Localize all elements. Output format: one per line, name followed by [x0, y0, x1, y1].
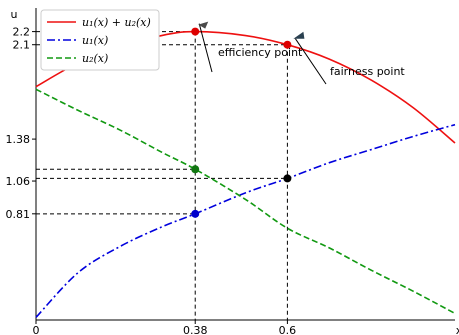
legend-label: u₁(x) + u₂(x)	[82, 16, 151, 29]
x-tick-label: 0.6	[279, 324, 297, 335]
marker-points	[191, 27, 292, 218]
y-tick-label: 0.81	[6, 208, 31, 221]
data-point	[283, 40, 292, 49]
series-line-3	[35, 88, 456, 315]
data-point	[191, 27, 200, 36]
annotations: efficiency point fairness point	[198, 21, 405, 85]
annotation-arrow	[198, 23, 213, 73]
y-axis-label: u	[11, 8, 18, 21]
x-axis-label: x	[456, 324, 459, 335]
y-tick-label: 1.38	[6, 133, 31, 146]
series-line-2	[35, 123, 456, 318]
legend-label: u₂(x)	[82, 52, 108, 65]
legend-label: u₁(x)	[82, 34, 108, 47]
annotation-arrow	[294, 38, 327, 85]
annotation-arrowhead	[198, 21, 209, 29]
legend-box	[40, 9, 160, 71]
x-tick-label: 0	[33, 324, 40, 335]
data-point	[191, 209, 200, 218]
legend: u₁(x) + u₂(x) u₁(x) u₂(x)	[40, 9, 160, 71]
x-tick-label: 0.38	[183, 324, 208, 335]
axes: u x 0 0.38 0.6 0.81 1.38 1.06 2.12.2	[6, 8, 459, 335]
annotation-label: efficiency point	[218, 46, 303, 59]
y-tick-label: 2.1	[13, 39, 31, 52]
y-tick-label: 1.06	[6, 175, 31, 188]
y-tick-label: 2.2	[13, 26, 31, 39]
annotation-arrowhead	[293, 31, 305, 39]
annotation-label: fairness point	[330, 65, 405, 78]
data-point	[283, 174, 292, 183]
data-point	[191, 165, 200, 174]
